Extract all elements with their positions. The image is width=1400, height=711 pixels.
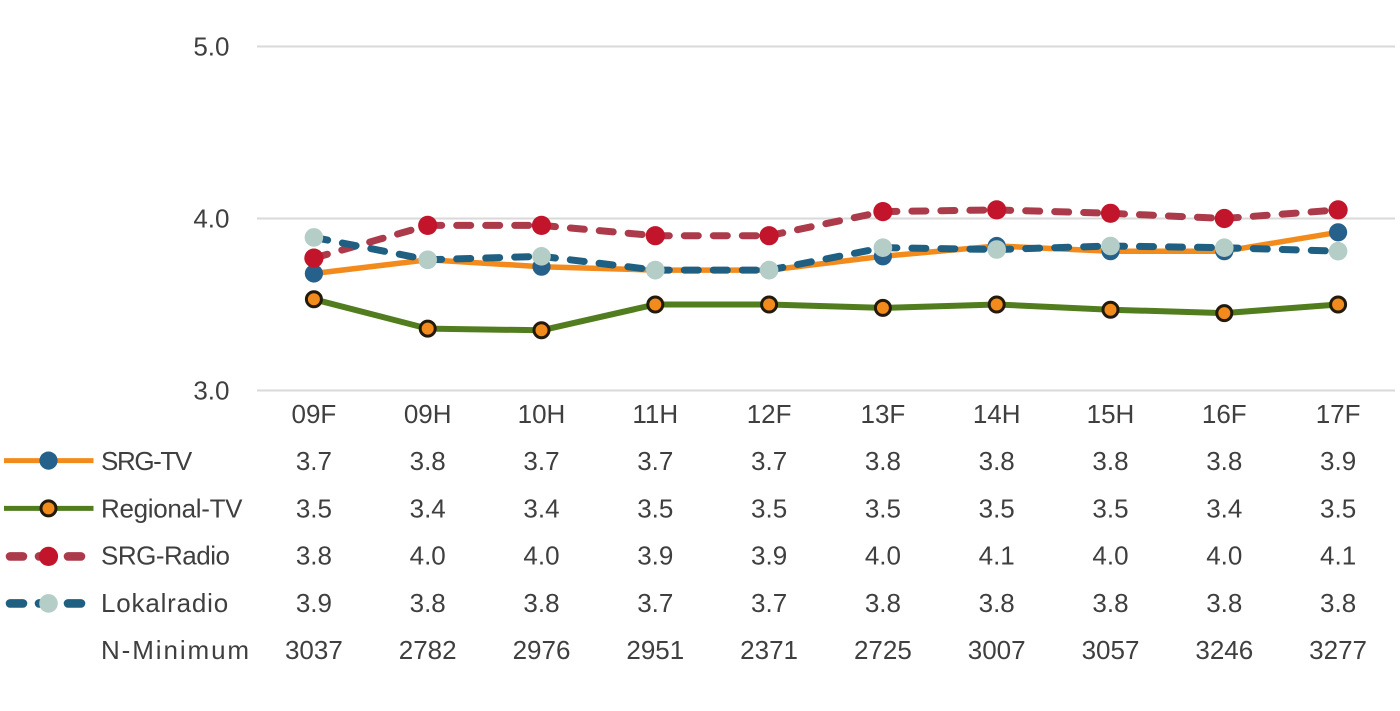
svg-text:3.8: 3.8 [1092,446,1128,476]
svg-text:3.5: 3.5 [1320,493,1356,523]
svg-text:3.7: 3.7 [637,588,673,618]
svg-text:3.5: 3.5 [296,493,332,523]
svg-text:4.0: 4.0 [1206,541,1242,571]
svg-text:3.8: 3.8 [865,446,901,476]
svg-text:4.0: 4.0 [410,541,446,571]
svg-text:4.1: 4.1 [1320,541,1356,571]
svg-text:3.4: 3.4 [410,493,446,523]
svg-text:3.8: 3.8 [979,588,1015,618]
svg-text:3057: 3057 [1082,635,1140,665]
svg-text:3.4: 3.4 [523,493,559,523]
svg-text:3.7: 3.7 [637,446,673,476]
svg-text:4.1: 4.1 [979,541,1015,571]
svg-text:4.0: 4.0 [523,541,559,571]
svg-text:3.7: 3.7 [523,446,559,476]
svg-text:09H: 09H [404,399,452,429]
svg-text:Lokalradio: Lokalradio [101,588,229,618]
svg-text:3.7: 3.7 [296,446,332,476]
svg-text:3.9: 3.9 [296,588,332,618]
svg-text:3246: 3246 [1195,635,1253,665]
svg-text:3.5: 3.5 [1092,493,1128,523]
svg-text:3.4: 3.4 [1206,493,1242,523]
svg-text:SRG-TV: SRG-TV [101,446,193,476]
svg-text:10H: 10H [518,399,566,429]
svg-text:3.5: 3.5 [865,493,901,523]
svg-text:16F: 16F [1202,399,1247,429]
svg-text:Regional-TV: Regional-TV [101,493,243,523]
svg-text:3.8: 3.8 [1092,588,1128,618]
svg-text:3.8: 3.8 [865,588,901,618]
svg-text:3.8: 3.8 [410,588,446,618]
svg-text:3.8: 3.8 [296,541,332,571]
svg-text:N-Minimum: N-Minimum [101,635,251,665]
svg-text:2725: 2725 [854,635,912,665]
svg-text:3.8: 3.8 [979,446,1015,476]
svg-text:4.0: 4.0 [865,541,901,571]
svg-text:2371: 2371 [740,635,798,665]
svg-text:12F: 12F [747,399,792,429]
svg-text:SRG-Radio: SRG-Radio [101,541,229,571]
svg-text:14H: 14H [973,399,1021,429]
svg-text:3277: 3277 [1309,635,1367,665]
svg-text:3.5: 3.5 [637,493,673,523]
svg-text:2951: 2951 [626,635,684,665]
svg-text:3.0: 3.0 [193,376,229,406]
svg-text:2976: 2976 [513,635,571,665]
svg-text:09F: 09F [291,399,336,429]
svg-text:3.9: 3.9 [637,541,673,571]
svg-text:3.9: 3.9 [1320,446,1356,476]
svg-text:11H: 11H [632,399,678,429]
svg-text:3.8: 3.8 [1320,588,1356,618]
svg-text:2782: 2782 [399,635,457,665]
svg-text:4.0: 4.0 [1092,541,1128,571]
svg-text:5.0: 5.0 [193,32,229,62]
svg-text:3.9: 3.9 [751,541,787,571]
svg-text:3.8: 3.8 [523,588,559,618]
svg-text:3.8: 3.8 [1206,446,1242,476]
svg-text:17F: 17F [1316,399,1361,429]
svg-text:3037: 3037 [285,635,343,665]
svg-text:4.0: 4.0 [193,204,229,234]
svg-text:3.7: 3.7 [751,446,787,476]
svg-text:13F: 13F [860,399,905,429]
svg-text:3.7: 3.7 [751,588,787,618]
svg-text:3.8: 3.8 [410,446,446,476]
svg-text:3.5: 3.5 [751,493,787,523]
svg-text:3.8: 3.8 [1206,588,1242,618]
svg-text:3.5: 3.5 [979,493,1015,523]
svg-text:3007: 3007 [968,635,1026,665]
svg-text:15H: 15H [1087,399,1135,429]
